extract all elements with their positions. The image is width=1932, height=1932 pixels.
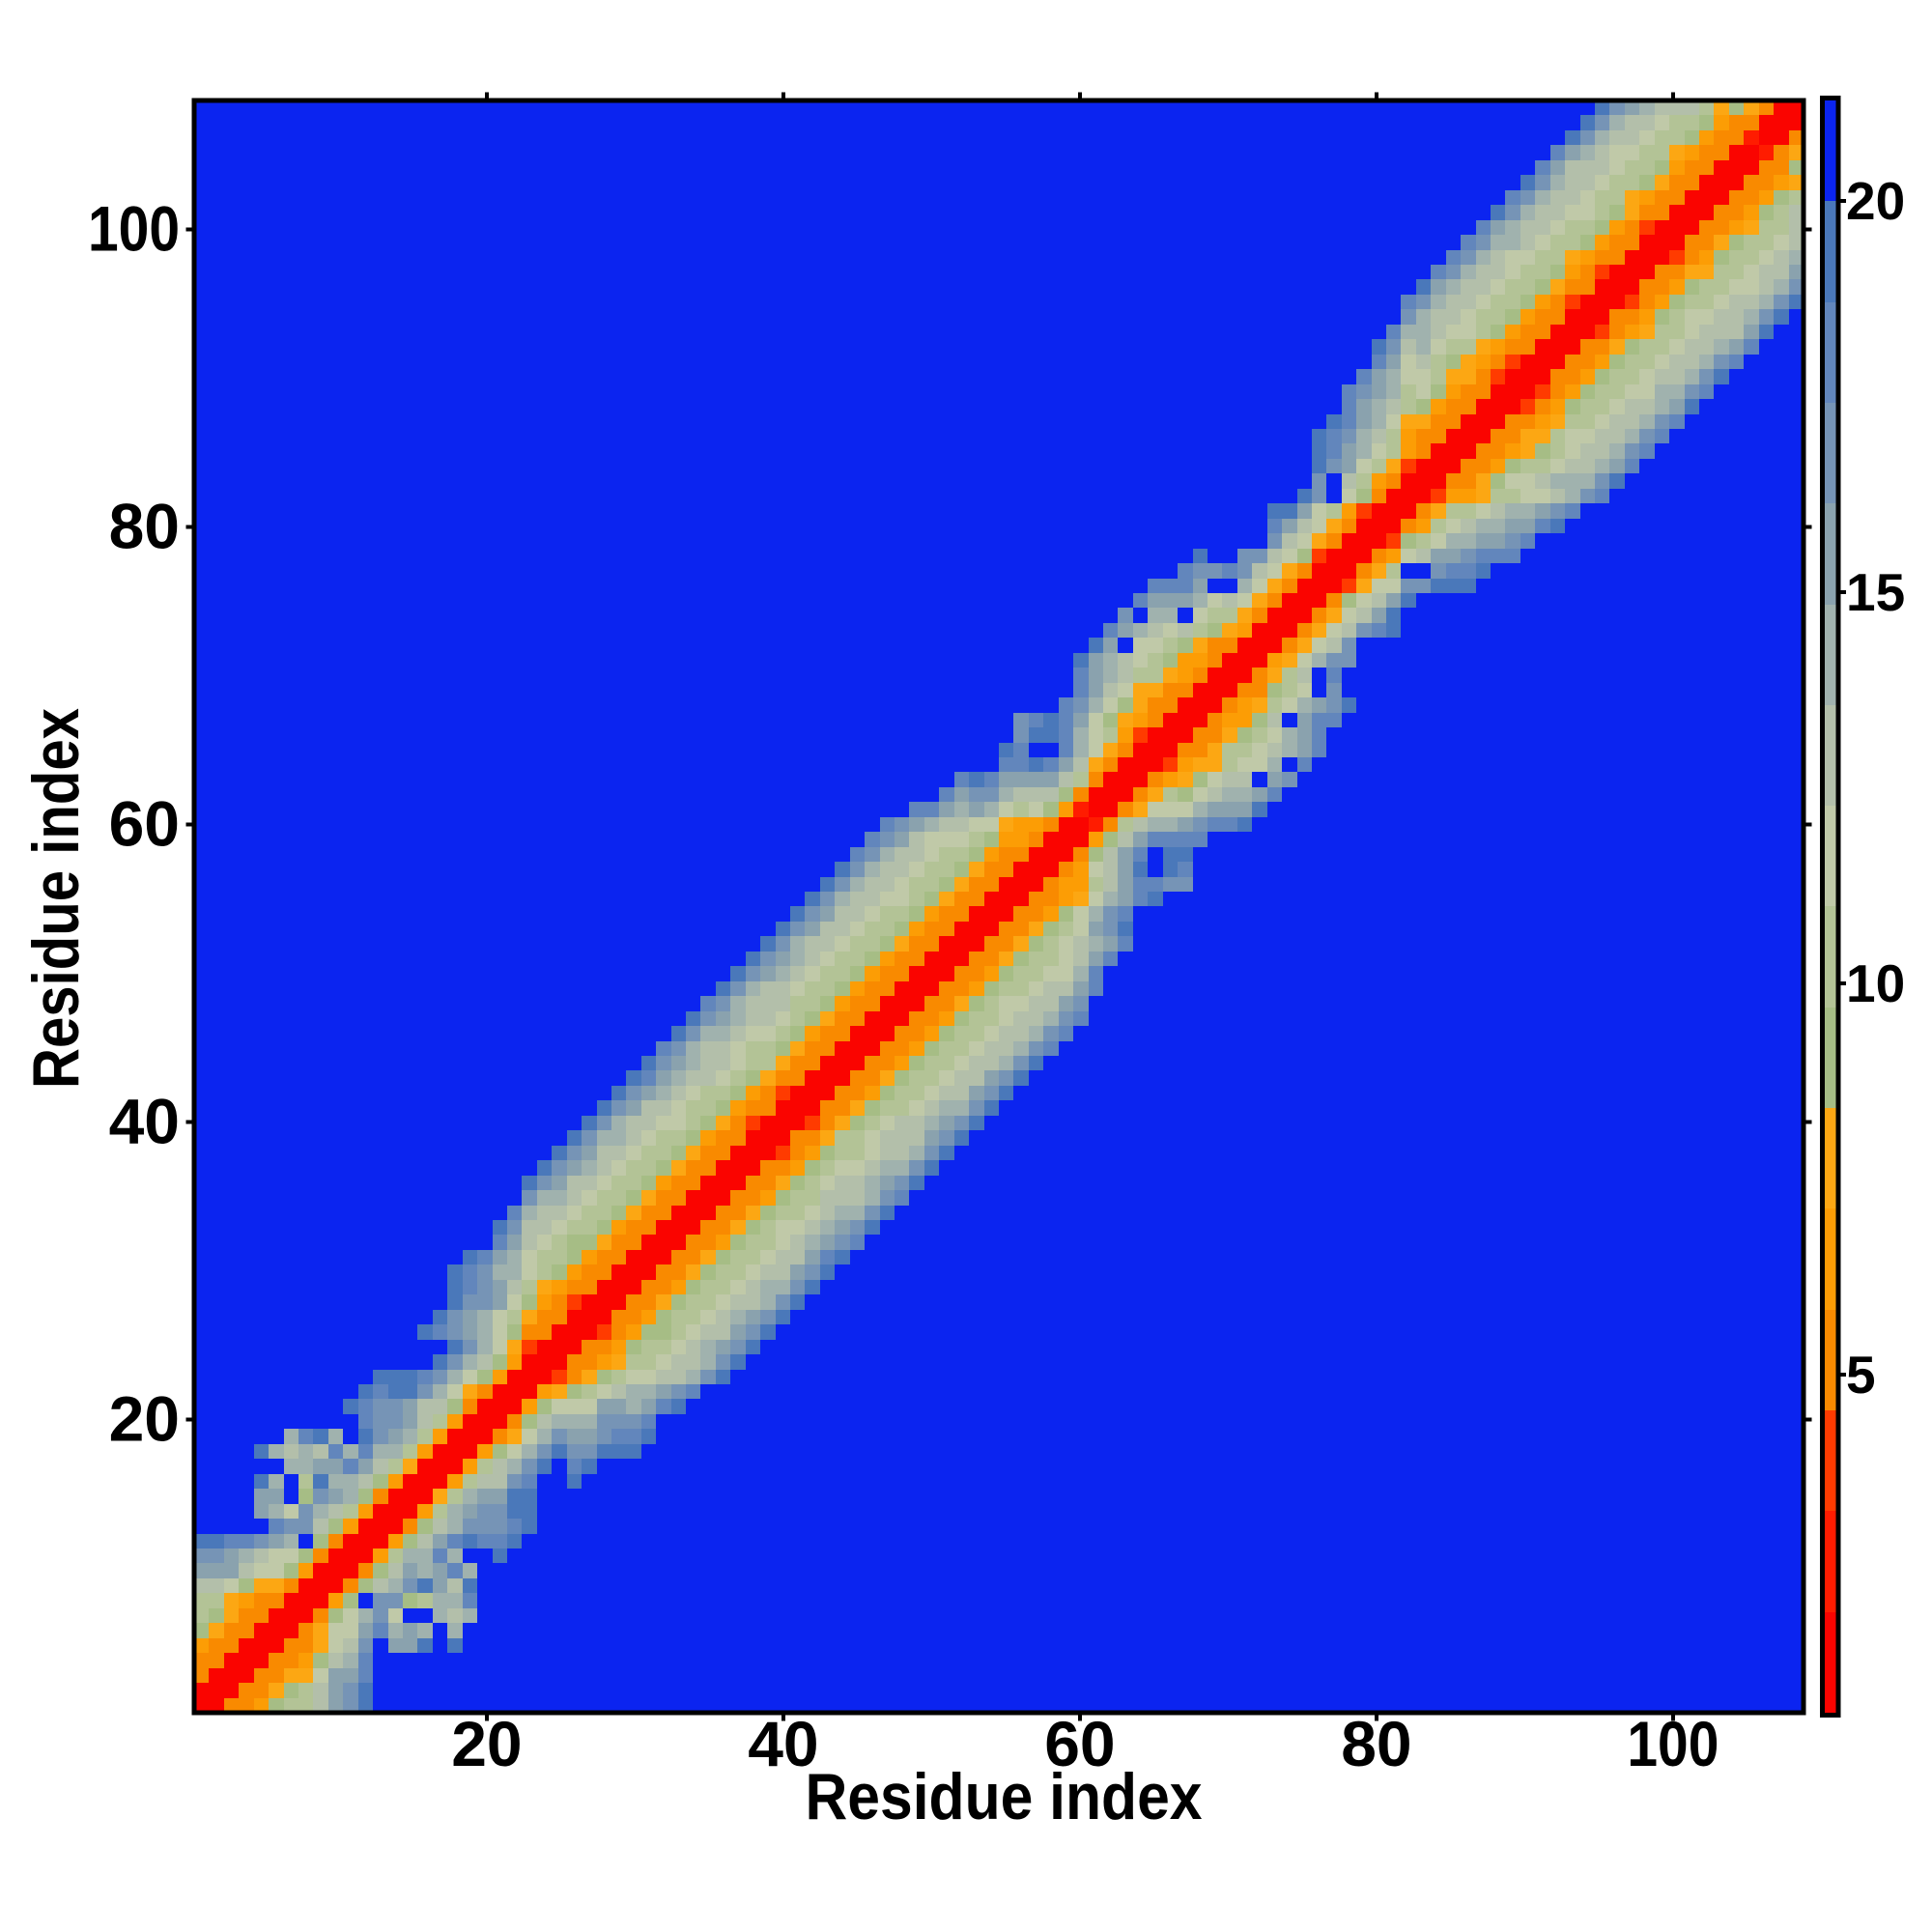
svg-text:15: 15 [1846,562,1905,622]
svg-text:20: 20 [1846,171,1905,231]
svg-text:60: 60 [109,788,180,860]
svg-text:40: 40 [748,1708,818,1779]
svg-text:100: 100 [1627,1708,1719,1779]
svg-text:80: 80 [1341,1708,1411,1779]
svg-text:100: 100 [88,193,180,265]
svg-text:80: 80 [109,491,180,562]
svg-text:20: 20 [451,1708,522,1779]
svg-text:20: 20 [109,1383,180,1455]
svg-text:40: 40 [109,1086,180,1157]
svg-text:10: 10 [1846,953,1905,1013]
svg-text:Residue index: Residue index [19,708,93,1089]
svg-text:5: 5 [1846,1345,1876,1405]
svg-text:60: 60 [1044,1708,1115,1779]
svg-text:Residue index: Residue index [806,1760,1203,1833]
